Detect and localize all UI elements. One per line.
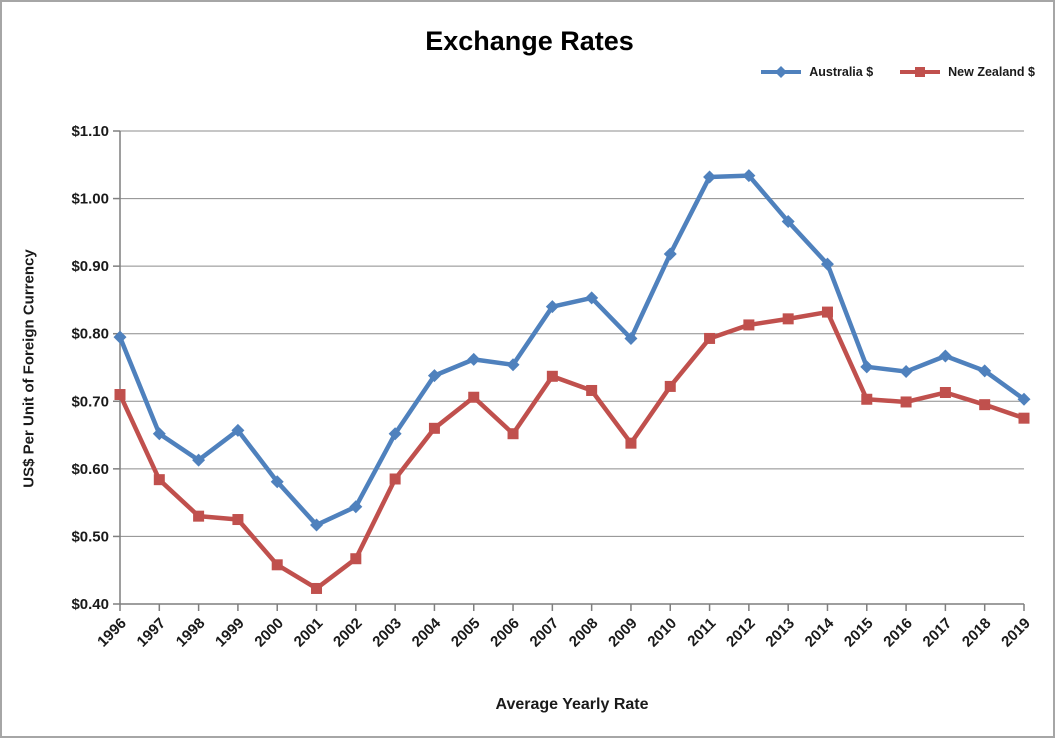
data-point bbox=[899, 365, 913, 379]
x-tick-label: 2003 bbox=[369, 615, 405, 651]
legend-label-new-zealand: New Zealand $ bbox=[948, 65, 1035, 79]
y-axis-title: US$ Per Unit of Foreign Currency bbox=[20, 249, 38, 488]
data-point bbox=[938, 349, 952, 363]
data-point bbox=[232, 514, 244, 526]
chart-title: Exchange Rates bbox=[425, 26, 634, 56]
data-point bbox=[663, 247, 677, 261]
legend-label-australia: Australia $ bbox=[809, 65, 874, 79]
y-tick-label: $1.00 bbox=[71, 191, 109, 208]
data-point bbox=[820, 257, 834, 271]
data-point bbox=[703, 170, 717, 184]
data-point bbox=[782, 313, 794, 325]
data-point bbox=[192, 453, 206, 467]
y-tick-label: $0.60 bbox=[71, 461, 109, 478]
data-point bbox=[743, 319, 755, 331]
legend-item-new-zealand: New Zealand $ bbox=[899, 65, 1035, 79]
data-point bbox=[939, 387, 951, 399]
x-tick-label: 2001 bbox=[291, 615, 327, 651]
x-tick-label: 2014 bbox=[802, 614, 838, 650]
x-tick-label: 2006 bbox=[487, 615, 523, 651]
y-tick-label: $0.50 bbox=[71, 528, 109, 545]
x-tick-label: 2000 bbox=[251, 615, 287, 651]
legend: Australia $ New Zealand $ bbox=[760, 65, 1035, 79]
new-zealand-line-marker-icon bbox=[900, 67, 941, 77]
data-point bbox=[231, 423, 245, 437]
x-tick-label: 1997 bbox=[134, 615, 170, 651]
data-point bbox=[507, 428, 519, 440]
y-tick-label: $0.80 bbox=[71, 326, 109, 343]
data-point bbox=[586, 384, 598, 396]
data-point bbox=[468, 391, 480, 403]
data-point bbox=[861, 393, 873, 405]
x-tick-label: 1998 bbox=[173, 615, 209, 651]
data-point bbox=[388, 427, 402, 441]
data-point bbox=[704, 332, 716, 344]
y-tick-label: $0.40 bbox=[71, 596, 109, 613]
x-tick-label: 2012 bbox=[723, 615, 759, 651]
data-point bbox=[1017, 392, 1031, 406]
data-point bbox=[585, 291, 599, 305]
data-point bbox=[349, 500, 363, 514]
data-point bbox=[664, 380, 676, 392]
data-point bbox=[311, 582, 323, 594]
data-point bbox=[1018, 412, 1030, 424]
data-point bbox=[860, 360, 874, 374]
data-point bbox=[978, 364, 992, 378]
australia-line-marker-icon bbox=[761, 66, 802, 78]
data-point bbox=[270, 475, 284, 489]
data-point bbox=[546, 370, 558, 382]
data-point bbox=[152, 427, 166, 441]
data-point bbox=[114, 389, 126, 401]
data-point bbox=[467, 352, 481, 366]
y-tick-label: $1.10 bbox=[71, 123, 109, 140]
x-tick-label: 2007 bbox=[527, 615, 563, 651]
data-point bbox=[781, 215, 795, 229]
x-tick-label: 1996 bbox=[94, 615, 130, 651]
x-tick-label: 2010 bbox=[644, 615, 680, 651]
data-point bbox=[625, 437, 637, 449]
data-point bbox=[350, 553, 362, 565]
series-line-new-zealand- bbox=[117, 309, 1027, 591]
data-point bbox=[624, 331, 638, 345]
x-tick-label: 2002 bbox=[330, 615, 366, 651]
data-point bbox=[428, 422, 440, 434]
series-line-australia- bbox=[117, 173, 1027, 528]
data-point bbox=[979, 399, 991, 411]
data-point bbox=[900, 396, 912, 408]
x-tick-label: 2005 bbox=[448, 615, 484, 651]
x-tick-label: 2013 bbox=[762, 615, 798, 651]
x-tick-label: 2009 bbox=[605, 615, 641, 651]
x-tick-label: 2019 bbox=[998, 615, 1034, 651]
data-point bbox=[310, 518, 324, 532]
data-point bbox=[545, 300, 559, 314]
legend-item-australia: Australia $ bbox=[760, 65, 873, 79]
x-tick-label: 2004 bbox=[409, 614, 445, 650]
x-axis-title: Average Yearly Rate bbox=[495, 696, 649, 713]
data-point bbox=[742, 169, 756, 183]
y-tick-label: $0.70 bbox=[71, 393, 109, 410]
x-tick-label: 2017 bbox=[920, 615, 956, 651]
x-tick-label: 2011 bbox=[684, 615, 719, 650]
x-tick-label: 2016 bbox=[880, 615, 916, 651]
y-tick-label: $0.90 bbox=[71, 258, 109, 275]
data-point bbox=[271, 559, 283, 571]
x-tick-label: 2015 bbox=[841, 615, 877, 651]
x-tick-label: 2018 bbox=[959, 615, 995, 651]
data-point bbox=[113, 330, 127, 344]
data-point bbox=[153, 474, 165, 486]
data-point bbox=[389, 473, 401, 485]
x-tick-label: 2008 bbox=[566, 615, 602, 651]
data-point bbox=[193, 510, 205, 522]
x-tick-label: 1999 bbox=[212, 615, 248, 651]
data-point bbox=[427, 369, 441, 383]
data-point bbox=[506, 358, 520, 372]
data-point bbox=[821, 306, 833, 318]
